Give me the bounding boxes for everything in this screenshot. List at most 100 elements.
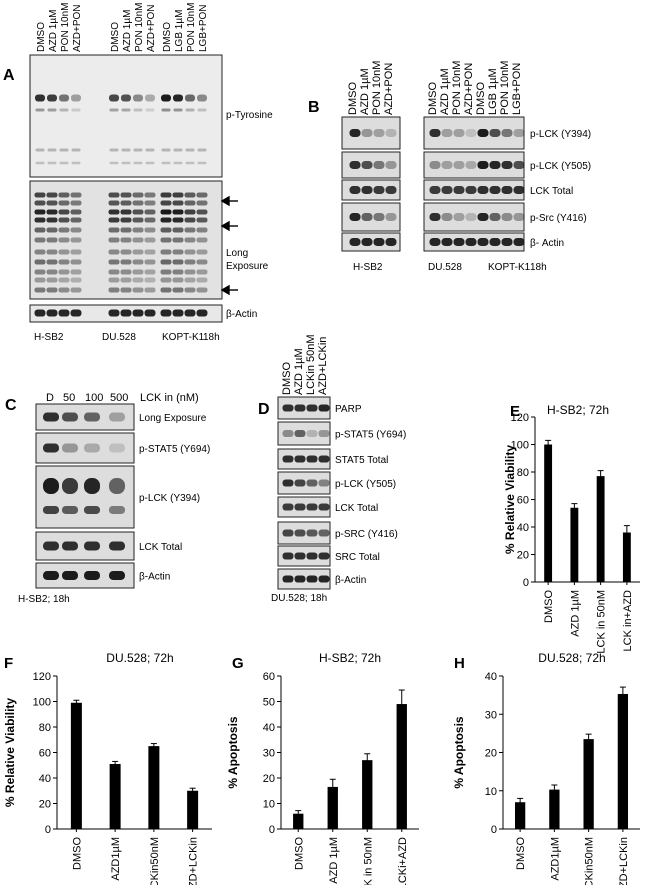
blot-band [47, 161, 57, 165]
row-label: p-LCK (Y394) [139, 493, 200, 504]
cell-line-hsb2: H-SB2 [353, 262, 383, 273]
blot-band [46, 227, 58, 233]
blot-band [306, 552, 318, 560]
panel-d: D DMSO AZD 1µM LCKin 50nM AZD+LCKin PARP p-S… [258, 334, 406, 604]
blot-band [144, 259, 156, 265]
blot-band [132, 200, 144, 206]
lane-label: AZD 1µM [359, 68, 371, 115]
blot-band [84, 412, 100, 422]
blot-band [43, 443, 59, 453]
blot-band [477, 129, 489, 137]
y-tick-label: 20 [485, 748, 497, 760]
blot-band [144, 217, 156, 223]
lane-label: DMSO [281, 362, 293, 395]
blot-band [109, 148, 119, 152]
blot-band [161, 161, 171, 165]
blot-band [34, 259, 46, 265]
blot-band [59, 148, 69, 152]
cell-line-koptk1: KOPT-K1 [488, 262, 531, 273]
blot-band [196, 209, 208, 215]
blot-band [196, 277, 208, 283]
lane-label: PON 10nM [499, 61, 511, 115]
blot-band [144, 269, 156, 275]
panel-a-lane-labels: DMSO AZD 1µM PON 10nM AZD+PON DMSO AZD 1µM PON… [36, 3, 209, 52]
blot-band [196, 269, 208, 275]
blot-band [35, 108, 45, 112]
blot-box [423, 202, 525, 232]
blot-band [58, 259, 70, 265]
blot-band [185, 148, 195, 152]
label-exposure: Exposure [226, 261, 269, 272]
cell-line-hsb2: H-SB2 [34, 332, 64, 343]
blot-band [84, 443, 100, 453]
blot-band [62, 412, 78, 422]
blot-band [58, 217, 70, 223]
blot-band [46, 200, 58, 206]
blot-band [62, 541, 78, 551]
blot-band [465, 238, 477, 246]
blot-band [46, 192, 58, 198]
blot-band [489, 186, 501, 194]
blot-band [34, 200, 46, 206]
blot-band [385, 238, 397, 246]
blot-band [120, 269, 132, 275]
blot-band [349, 129, 361, 137]
blot-band [58, 287, 70, 293]
row-label: LCK Total [139, 542, 182, 553]
bar [187, 790, 199, 829]
lane-label: AZD 1µM [293, 348, 305, 395]
blot-band [282, 455, 294, 463]
time-label: 18h [530, 262, 547, 273]
blot-band [70, 237, 82, 243]
blot-band [172, 209, 184, 215]
blot-band [145, 148, 155, 152]
blot-band [184, 309, 196, 317]
lane-label: AZD+PON [146, 4, 157, 52]
blot-band [477, 186, 489, 194]
y-tick-label: 60 [517, 495, 529, 507]
blot-band [132, 237, 144, 243]
blot-band [477, 213, 489, 221]
blot-band [196, 217, 208, 223]
blot-band [196, 237, 208, 243]
blot-band [109, 161, 119, 165]
blot-band [144, 209, 156, 215]
y-tick-label: 100 [33, 697, 51, 709]
blot-band [373, 238, 385, 246]
blot-band [185, 161, 195, 165]
blot-band [172, 217, 184, 223]
arrow-icon [220, 195, 238, 296]
blot-band [453, 129, 465, 137]
blot-band [70, 209, 82, 215]
blot-band [46, 269, 58, 275]
row-label: p-LCK (Y505) [335, 479, 396, 490]
blot-box [35, 465, 135, 529]
lane-label: AZD 1µM [122, 10, 133, 52]
blot-band [121, 108, 131, 112]
blot-band [306, 404, 318, 412]
blot-band [43, 412, 59, 422]
blot-band [46, 237, 58, 243]
lane-label: PON 10nM [371, 61, 383, 115]
blot-band [62, 478, 78, 494]
blot-band [34, 269, 46, 275]
blot-band [349, 161, 361, 169]
blot-band [501, 238, 513, 246]
lane-label: AZD+PON [72, 4, 83, 52]
blot-band [46, 249, 58, 255]
y-tick-label: 30 [263, 748, 275, 760]
lane-label: AZD 1µM [439, 68, 451, 115]
blot-band [185, 108, 195, 112]
y-tick-label: 10 [485, 786, 497, 798]
blot-band [172, 309, 184, 317]
blot-band [318, 575, 330, 583]
blot-band [34, 227, 46, 233]
blot-band [429, 238, 441, 246]
blot-band [34, 192, 46, 198]
blot-band [70, 309, 82, 317]
blot-band [197, 161, 207, 165]
lane-label: LCKin 50nM [305, 334, 317, 395]
bar [148, 746, 160, 829]
y-tick-label: 20 [263, 773, 275, 785]
blot-a-long-bands [34, 192, 208, 293]
